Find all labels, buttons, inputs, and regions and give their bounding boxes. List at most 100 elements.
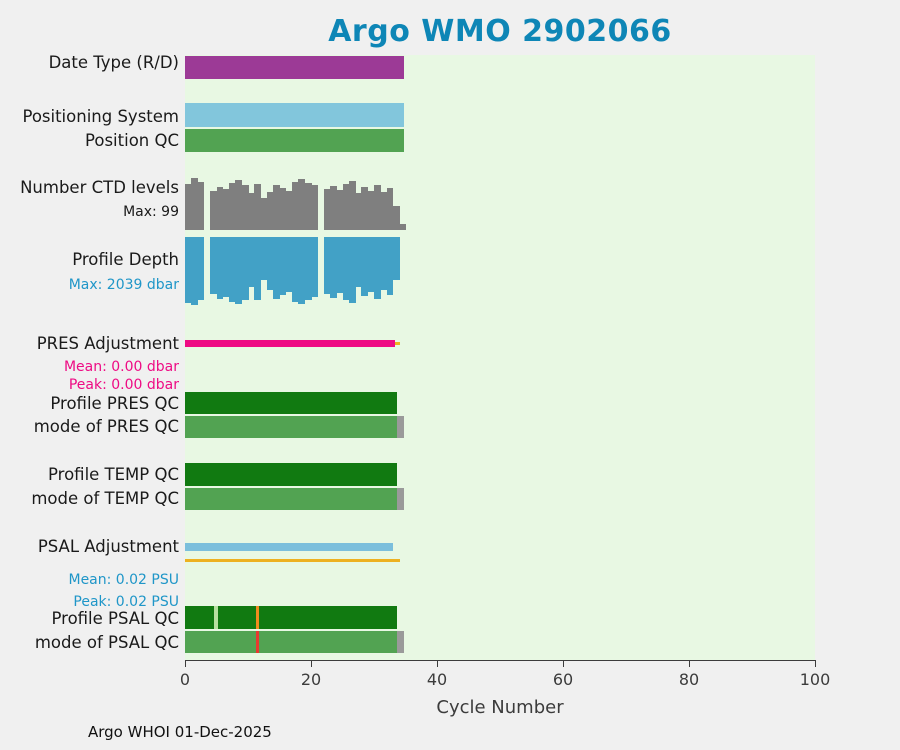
row-label: Max: 99: [123, 204, 179, 220]
mark-profile-psal-qc: [213, 606, 219, 629]
row-label: Positioning System: [22, 107, 179, 126]
row-label: Peak: 0.00 dbar: [68, 377, 179, 393]
bar-number-ctd-levels: [222, 189, 230, 230]
bar-profile-depth: [185, 237, 192, 304]
bar-number-ctd-levels: [197, 181, 205, 230]
bar-mode-psal-qc: [185, 631, 397, 653]
row-label: Number CTD levels: [20, 178, 179, 197]
bar-number-ctd-levels: [380, 192, 388, 230]
row-label: PSAL Adjustment: [37, 537, 179, 556]
bar-number-ctd-levels: [336, 190, 344, 230]
bar-mode-pres-qc: [185, 416, 397, 438]
bar-number-ctd-levels: [292, 181, 299, 230]
row-label: Mean: 0.02 PSU: [68, 572, 179, 588]
bar-profile-depth: [210, 237, 218, 294]
bar-profile-depth: [380, 237, 388, 291]
bar-number-ctd-levels: [210, 190, 218, 230]
bar-profile-depth: [248, 237, 255, 288]
bar-number-ctd-levels: [216, 186, 224, 230]
bar-profile-depth: [323, 237, 331, 294]
bar-profile-depth: [342, 237, 350, 301]
bar-pres-adjustment: [185, 340, 395, 347]
bar-profile-psal-qc: [185, 606, 397, 629]
bar-number-ctd-levels: [285, 191, 293, 230]
row-labels: Date Type (R/D) Positioning System Positio…: [0, 0, 181, 750]
bar-number-ctd-levels: [235, 180, 243, 230]
bar-profile-depth: [197, 237, 205, 301]
mark-profile-psal-qc: [255, 606, 260, 629]
mark-mode-psal-qc: [255, 631, 260, 653]
bar-number-ctd-levels: [191, 178, 199, 230]
bar-profile-depth: [348, 237, 356, 304]
bar-number-ctd-levels: [185, 183, 192, 230]
bar-profile-depth: [329, 237, 337, 298]
bar-number-ctd-levels: [311, 185, 318, 230]
x-tick-label: 100: [799, 670, 831, 689]
bar-number-ctd-levels: [248, 193, 255, 230]
x-tick-mark: [563, 661, 564, 667]
bar-profile-depth: [392, 237, 400, 281]
x-tick-label: 0: [179, 670, 191, 689]
mark-mode-pres-qc: [396, 416, 405, 438]
row-label: mode of PSAL QC: [34, 633, 179, 652]
bar-profile-temp-qc: [185, 463, 397, 486]
bar-positioning-system: [185, 103, 405, 127]
bar-profile-depth: [254, 237, 262, 301]
x-axis-label: Cycle Number: [436, 697, 564, 718]
footer-text: Argo WHOI 01-Dec-2025: [88, 723, 272, 741]
x-tick-mark: [437, 661, 438, 667]
x-tick-mark: [815, 661, 816, 667]
bar-profile-depth: [367, 237, 375, 293]
bar-number-ctd-levels: [348, 181, 356, 230]
bar-number-ctd-levels: [361, 186, 369, 230]
row-label: Profile TEMP QC: [48, 465, 179, 484]
bar-position-qc: [185, 129, 405, 152]
bar-profile-depth: [355, 237, 362, 288]
x-axis-line: [185, 660, 816, 661]
bar-number-ctd-levels: [329, 185, 337, 230]
row-label: PRES Adjustment: [36, 334, 179, 353]
bar-number-ctd-levels: [374, 184, 381, 230]
bar-number-ctd-levels: [273, 184, 281, 230]
bar-number-ctd-levels: [367, 190, 375, 230]
bar-profile-depth: [216, 237, 224, 299]
x-tick-label: 80: [678, 670, 700, 689]
bar-number-ctd-levels: [323, 189, 331, 230]
bar-profile-depth: [311, 237, 318, 298]
row-label: Peak: 0.02 PSU: [73, 594, 179, 610]
row-label: Profile Depth: [72, 250, 179, 269]
bar-number-ctd-levels: [298, 179, 306, 230]
row-label: mode of TEMP QC: [31, 489, 179, 508]
bar-number-ctd-levels: [279, 187, 287, 230]
bar-profile-depth: [361, 237, 369, 297]
bar-number-ctd-levels: [392, 206, 400, 230]
bar-number-ctd-levels: [229, 182, 236, 230]
bar-psal-adjustment-baseline: [185, 559, 400, 562]
bar-number-ctd-levels: [304, 182, 312, 230]
bar-mode-temp-qc: [185, 488, 397, 510]
row-label: Max: 2039 dbar: [68, 277, 179, 293]
bar-profile-depth: [336, 237, 344, 294]
x-tick-label: 40: [426, 670, 448, 689]
bar-profile-depth: [229, 237, 236, 303]
row-label: Position QC: [85, 131, 179, 150]
bar-number-ctd-levels: [241, 185, 249, 230]
x-tick-label: 60: [552, 670, 574, 689]
bar-profile-depth: [222, 237, 230, 298]
bar-number-ctd-levels: [355, 193, 362, 230]
x-tick-mark: [311, 661, 312, 667]
bar-profile-depth: [260, 237, 268, 281]
x-tick-mark: [185, 661, 186, 667]
bar-profile-depth: [304, 237, 312, 301]
bar-number-ctd-levels: [342, 183, 350, 230]
bar-profile-depth: [298, 237, 306, 305]
row-label: Profile PSAL QC: [51, 609, 179, 628]
bar-profile-pres-qc: [185, 392, 397, 414]
row-label: Profile PRES QC: [50, 394, 179, 413]
bar-profile-depth: [292, 237, 299, 303]
bar-psal-adjustment-bar: [185, 543, 393, 551]
mark-mode-temp-qc: [396, 488, 405, 510]
bar-profile-depth: [266, 237, 274, 291]
bar-date-type: [185, 56, 405, 79]
